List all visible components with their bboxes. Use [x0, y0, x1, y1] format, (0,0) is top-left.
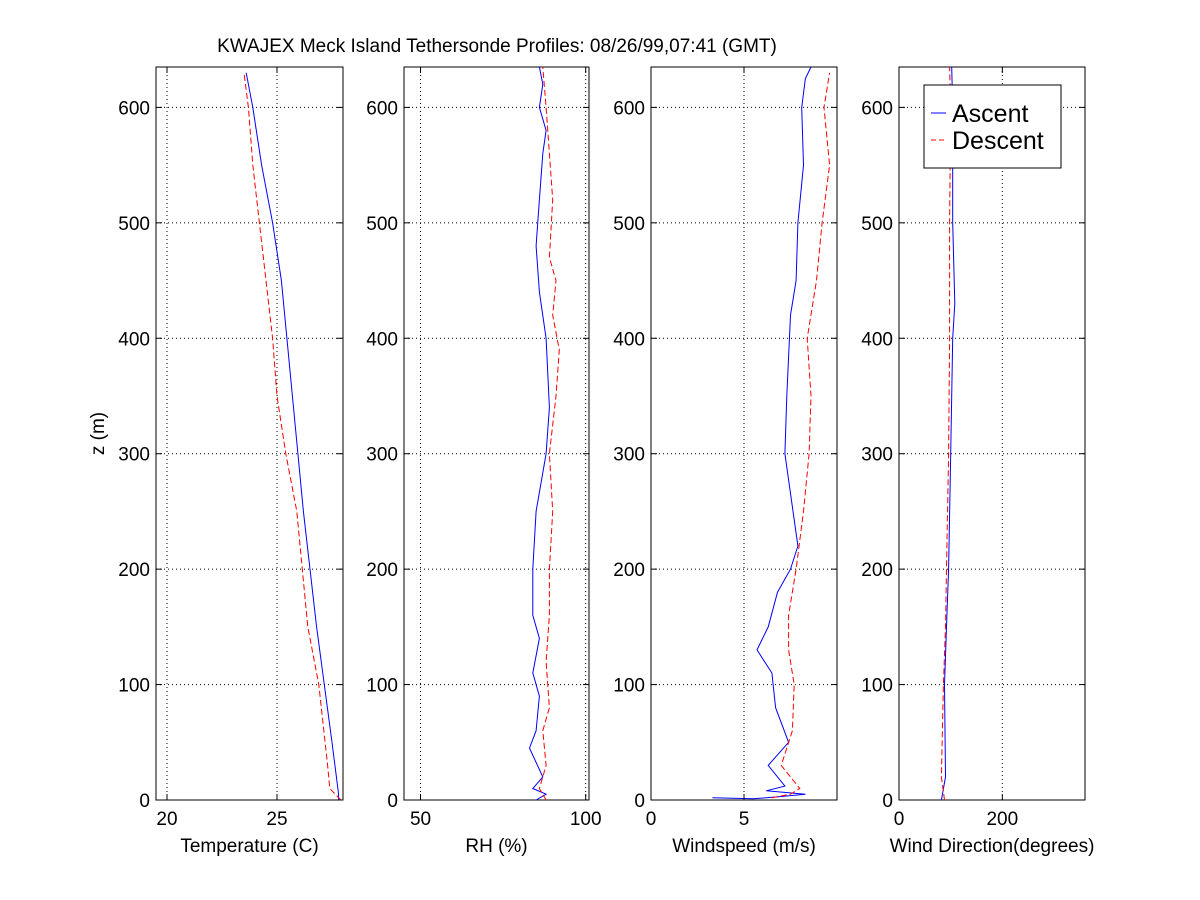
windspeed-ytick-label: 0: [634, 791, 645, 812]
temperature-xtick-label: 25: [266, 809, 287, 830]
rh-ytick-label: 600: [366, 98, 398, 119]
temperature-xtick-label: 20: [156, 809, 177, 830]
windspeed-ytick-label: 400: [613, 329, 645, 350]
wind-direction-ytick-label: 600: [861, 98, 893, 119]
windspeed-ytick-label: 100: [613, 676, 645, 697]
legend-ascent-label: Ascent: [952, 100, 1028, 128]
chart-title: KWAJEX Meck Island Tethersonde Profiles:…: [217, 36, 777, 57]
rh-ytick-label: 500: [366, 214, 398, 235]
temperature-series: [243, 72, 342, 801]
wind-direction-ascent-line: [940, 66, 956, 801]
wind-direction-axes-frame: [898, 66, 1086, 801]
windspeed-xtick-label: 0: [646, 809, 657, 830]
wind-direction-series: [940, 66, 956, 801]
wind-direction-xtick-label: 200: [986, 809, 1018, 830]
temperature-ytick-label: 600: [118, 98, 150, 119]
windspeed-series: [712, 66, 831, 800]
temperature-ytick-label: 200: [118, 560, 150, 581]
temperature-grid: [156, 67, 343, 801]
rh-ticks: 50 100 0 100 200 300 400 500 600: [366, 67, 602, 830]
wind-direction-ytick-label: 200: [861, 560, 893, 581]
panel-wind-direction: 0 200 0 100 200 300 400 500 600 Wind Direction(d…: [861, 66, 1095, 857]
rh-x-axis-label: RH (%): [465, 836, 527, 857]
panel-rh: 50 100 0 100 200 300 400 500 600 RH (%): [366, 66, 602, 857]
windspeed-ytick-label: 500: [613, 214, 645, 235]
temperature-ytick-label: 100: [118, 676, 150, 697]
wind-direction-xtick-label: 0: [894, 809, 905, 830]
z-axis-label: z (m): [88, 412, 109, 455]
rh-axes-frame: [403, 66, 590, 801]
temperature-descent-line: [243, 72, 342, 801]
temperature-ytick-label: 300: [118, 445, 150, 466]
rh-ytick-label: 200: [366, 560, 398, 581]
temperature-ascent-line: [245, 72, 340, 800]
wind-direction-x-axis-label: Wind Direction(degrees): [890, 836, 1095, 857]
rh-descent-line: [538, 66, 560, 801]
wind-direction-ytick-label: 100: [861, 676, 893, 697]
windspeed-grid: [650, 67, 837, 801]
legend-descent-label: Descent: [952, 127, 1044, 155]
rh-grid: [404, 67, 589, 801]
rh-ytick-label: 0: [387, 791, 398, 812]
wind-direction-ytick-label: 300: [861, 445, 893, 466]
windspeed-xtick-label: 5: [739, 809, 750, 830]
legend: Ascent Descent: [923, 84, 1062, 169]
temperature-ytick-label: 400: [118, 329, 150, 350]
windspeed-ytick-label: 200: [613, 560, 645, 581]
temperature-x-axis-label: Temperature (C): [180, 836, 318, 857]
wind-direction-ytick-label: 500: [861, 214, 893, 235]
rh-ascent-line: [528, 66, 550, 801]
legend-box: [923, 84, 1062, 169]
wind-direction-ticks: 0 200 0 100 200 300 400 500 600: [861, 67, 1085, 830]
windspeed-axes-frame: [650, 66, 838, 801]
windspeed-ascent-line: [712, 66, 812, 800]
windspeed-descent-line: [771, 72, 831, 799]
temperature-axes-frame: [155, 66, 344, 801]
windspeed-ytick-label: 300: [613, 445, 645, 466]
rh-ytick-label: 300: [366, 445, 398, 466]
temperature-ticks: 20 25 0 100 200 300 400 500 600: [118, 67, 343, 830]
rh-series: [528, 66, 560, 801]
temperature-ytick-label: 0: [139, 791, 150, 812]
temperature-ytick-label: 500: [118, 214, 150, 235]
wind-direction-ytick-label: 0: [882, 791, 893, 812]
windspeed-ytick-label: 600: [613, 98, 645, 119]
rh-ytick-label: 100: [366, 676, 398, 697]
windspeed-x-axis-label: Windspeed (m/s): [672, 836, 816, 857]
rh-ytick-label: 400: [366, 329, 398, 350]
wind-direction-grid: [898, 67, 1085, 801]
wind-direction-descent-line: [940, 66, 952, 801]
rh-xtick-label: 100: [570, 809, 602, 830]
rh-xtick-label: 50: [410, 809, 431, 830]
wind-direction-ytick-label: 400: [861, 329, 893, 350]
